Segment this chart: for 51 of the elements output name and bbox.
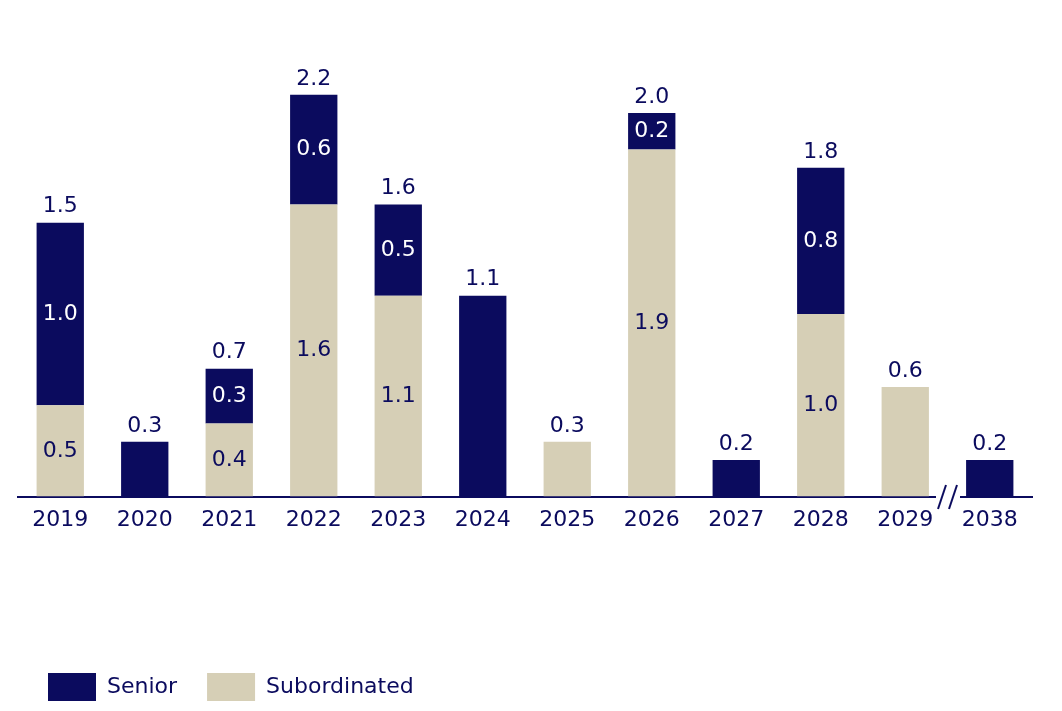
bar [290,94,338,205]
legend-label: Senior [107,672,179,698]
total-label: 0.6 [887,356,923,382]
data-label: 1.9 [634,308,670,334]
bar [374,204,422,296]
data-label: 1.6 [296,336,332,362]
x-tick-label: 2019 [32,505,89,531]
bar [290,204,338,497]
x-tick-label: 2025 [539,505,596,531]
x-tick-label: 2020 [116,505,173,531]
data-label: 0.5 [380,235,416,261]
data-label: 0.3 [211,381,247,407]
total-label: 0.3 [127,411,163,437]
data-label: 1.0 [803,391,839,416]
bar [36,222,84,406]
bar [628,149,676,497]
legend-label: Subordinated [266,672,414,698]
bar [797,313,845,497]
bar [797,167,845,314]
total-label: 1.5 [42,192,78,218]
total-label: 1.1 [465,265,501,291]
x-tick-label: 2038 [961,505,1018,531]
x-tick-label: 2027 [708,505,765,531]
bar [205,423,253,497]
total-label: 1.6 [380,174,416,200]
data-label: 0.2 [634,117,670,143]
total-label: 2.0 [634,82,670,108]
data-label: 0.5 [42,436,78,462]
x-tick-label: 2021 [201,505,258,531]
data-label: 0.8 [803,226,839,252]
x-tick-label: 2022 [285,505,342,531]
total-label: 0.7 [211,338,247,364]
bar [205,368,253,424]
x-tick-label: 2028 [792,505,849,531]
bar [374,295,422,497]
x-tick-label: 2023 [370,505,427,531]
total-label: 0.2 [972,429,1008,455]
x-tick-label: 2024 [454,505,511,531]
total-label: 1.8 [803,137,839,163]
total-label: 2.2 [296,64,332,90]
data-label: 1.1 [380,381,416,407]
bar [36,405,84,497]
total-label: 0.2 [718,429,754,455]
bar [543,441,591,497]
data-label: 0.4 [211,445,247,471]
bar [881,387,929,497]
total-label: 0.3 [549,411,585,437]
x-tick-label: 2029 [877,505,934,531]
data-label: 0.6 [296,135,332,161]
x-tick-label: 2026 [623,505,680,531]
data-label: 1.0 [42,299,78,325]
